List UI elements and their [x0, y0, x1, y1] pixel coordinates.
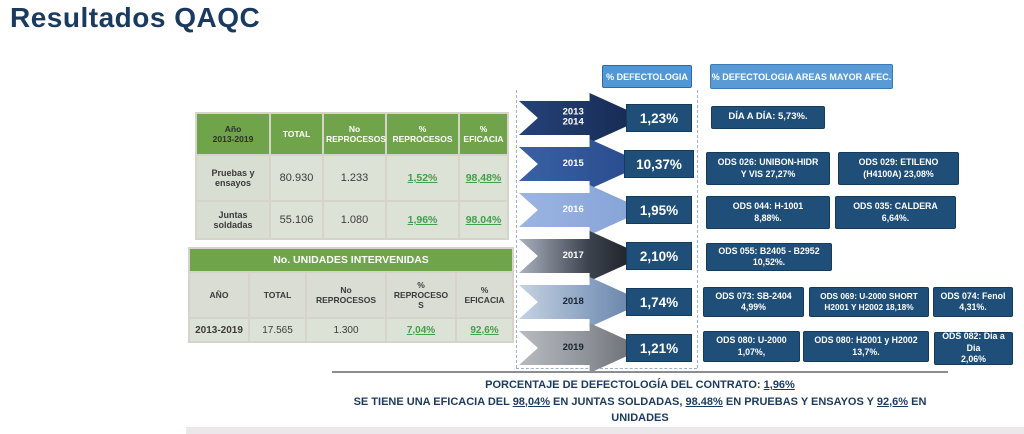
defectologia-value-2013-2014: 1,23% — [626, 104, 692, 132]
area-box-ods-035: ODS 035: CALDERA 6,64%. — [835, 196, 956, 229]
summary-underlined-value: 92,6% — [876, 395, 909, 408]
summary-line-2: SE TIENE UNA EFICACIA DEL 98,04% EN JUNT… — [334, 394, 946, 427]
dashed-separator-left — [516, 90, 517, 368]
dashed-separator-bottom — [516, 368, 697, 369]
area-box-ods-026: ODS 026: UNIBON-HIDR Y VIS 27,27% — [706, 152, 830, 185]
summary-text: EN PRUEBAS Y ENSAYOS Y — [722, 395, 877, 408]
page-title: Resultados QAQC — [10, 2, 261, 33]
area-box-text: DÍA A DÍA: 5,73%. — [728, 111, 808, 123]
defectologia-column-header: % DEFECTOLOGIA — [602, 65, 692, 88]
area-box-text: ODS 035: CALDERA 6,64%. — [853, 201, 938, 223]
areas-column-header: % DEFECTOLOGIA AREAS MAYOR AFEC. — [710, 64, 893, 89]
table1-header-total: TOTAL — [269, 112, 324, 156]
area-box-text: ODS 082: Dia a Dia 2,06% — [942, 331, 1005, 365]
summary-underlined-value: 98.48% — [685, 395, 723, 408]
area-box-dia-a-dia: DÍA A DÍA: 5,73%. — [711, 106, 825, 129]
table2-title: No. UNIDADES INTERVENIDAS — [187, 247, 515, 273]
bottom-divider-strip — [186, 427, 1024, 434]
summary-line-1: PORCENTAJE DE DEFECTOLOGÍA DEL CONTRATO:… — [334, 377, 946, 394]
table1-row2-pct-reprocesos: 1,96% — [385, 200, 460, 240]
table2-header-total: TOTAL — [248, 271, 307, 319]
table1-row1-label: Pruebas y ensayos — [195, 154, 271, 202]
table1-row1-total: 80.930 — [269, 154, 324, 202]
table2-row-total: 17.565 — [248, 317, 307, 343]
area-box-ods-055: ODS 055: B2405 - B2952 10,52%. — [706, 243, 832, 271]
area-box-text: ODS 074: Fenol 4,31%. — [940, 290, 1006, 312]
area-box-text: ODS 044: H-1001 8,88%. — [732, 201, 804, 223]
table1-header-pct-reprocesos: % REPROCESOS — [385, 112, 460, 156]
table2-header-pct-eficacia: % EFICACIA — [454, 271, 515, 319]
year-label: 2017 — [562, 249, 584, 261]
summary-underlined-value: 98,04% — [512, 395, 550, 408]
area-box-text: ODS 069: U-2000 SHORT H2001 Y H2002 18,1… — [820, 291, 918, 312]
table1-row2-pct-eficacia: 98.04% — [458, 200, 509, 240]
year-label: 2013 2014 — [562, 106, 584, 128]
table2-row-no-reprocesos: 1.300 — [305, 317, 387, 343]
area-box-ods-082: ODS 082: Dia a Dia 2,06% — [934, 331, 1013, 365]
defectologia-value-2019: 1,21% — [626, 334, 692, 362]
area-box-ods-044: ODS 044: H-1001 8,88%. — [706, 196, 830, 229]
summary-box: PORCENTAJE DE DEFECTOLOGÍA DEL CONTRATO:… — [332, 371, 948, 434]
summary-text: PORCENTAJE DE DEFECTOLOGÍA DEL CONTRATO: — [485, 379, 764, 391]
table-row: 2013-2019 17.565 1.300 7,04% 92,6% — [188, 317, 515, 343]
table1-row2-label: Juntas soldadas — [195, 200, 271, 240]
area-box-text: ODS 073: SB-2404 4,99% — [715, 290, 792, 312]
year-label: 2015 — [562, 157, 584, 169]
results-table-pruebas-juntas: Año 2013-2019 TOTAL No REPROCESOS % REPR… — [195, 112, 509, 240]
table1-row1-no-reprocesos: 1.233 — [322, 154, 387, 202]
defectologia-value-2018: 1,74% — [626, 288, 692, 316]
area-box-ods-080-u2000: ODS 080: U-2000 1,07%, — [703, 331, 800, 362]
area-box-text: ODS 080: U-2000 1,07%, — [716, 335, 787, 357]
area-box-ods-073: ODS 073: SB-2404 4,99% — [703, 287, 804, 317]
table-row: Pruebas y ensayos 80.930 1.233 1,52% 98,… — [195, 154, 509, 202]
summary-text: EN JUNTAS SOLDADAS, — [550, 395, 686, 408]
year-label: 2019 — [562, 341, 584, 353]
summary-text: SE TIENE UNA EFICACIA DEL — [353, 395, 513, 408]
table2-header-anio: AÑO — [188, 271, 250, 319]
summary-text: EN UNIDADES — [611, 395, 927, 425]
table1-row2-no-reprocesos: 1.080 — [322, 200, 387, 240]
defectologia-value-2017: 2,10% — [626, 242, 692, 270]
area-box-text: ODS 029: ETILENO (H4100A) 23,08% — [858, 157, 939, 179]
area-box-ods-029: ODS 029: ETILENO (H4100A) 23,08% — [838, 152, 959, 185]
table1-header-pct-eficacia: % EFICACIA — [458, 112, 509, 156]
table1-header-row: Año 2013-2019 TOTAL No REPROCESOS % REPR… — [195, 112, 509, 156]
dashed-separator-right — [697, 90, 698, 368]
area-box-ods-074: ODS 074: Fenol 4,31%. — [933, 287, 1013, 317]
year-label: 2018 — [562, 295, 584, 307]
table-row: Juntas soldadas 55.106 1.080 1,96% 98.04… — [195, 200, 509, 240]
table2-row-pct-reprocesos: 7,04% — [385, 317, 457, 343]
summary-underlined-value: 1,96% — [763, 379, 795, 391]
area-box-text: ODS 026: UNIBON-HIDR Y VIS 27,27% — [717, 157, 819, 179]
table1-row1-pct-eficacia: 98,48% — [458, 154, 509, 202]
table2-header-row: AÑO TOTAL No REPROCESOS % REPROCESO S % … — [188, 271, 515, 319]
area-box-text: ODS 055: B2405 - B2952 10,52%. — [718, 245, 820, 267]
table2-header-no-reprocesos: No REPROCESOS — [305, 271, 387, 319]
table2-title-row: No. UNIDADES INTERVENIDAS — [187, 247, 515, 273]
table2-row-pct-eficacia: 92,6% — [454, 317, 515, 343]
table2-header-pct-reprocesos: % REPROCESO S — [385, 271, 457, 319]
table2-row-anio: 2013-2019 — [188, 317, 250, 343]
area-box-ods-069: ODS 069: U-2000 SHORT H2001 Y H2002 18,1… — [809, 287, 929, 317]
area-box-text: ODS 080: H2001 y H2002 13,7%. — [814, 335, 918, 357]
unidades-intervenidas-table: No. UNIDADES INTERVENIDAS AÑO TOTAL No R… — [187, 247, 515, 343]
table1-header-anio: Año 2013-2019 — [195, 112, 271, 156]
defectologia-value-2015: 10,37% — [624, 150, 694, 178]
table1-header-no-reprocesos: No REPROCESOS — [322, 112, 387, 156]
area-box-ods-080-h2001: ODS 080: H2001 y H2002 13,7%. — [803, 331, 929, 362]
table1-row1-pct-reprocesos: 1,52% — [385, 154, 460, 202]
table1-row2-total: 55.106 — [269, 200, 324, 240]
defectologia-value-2016: 1,95% — [626, 196, 692, 224]
year-label: 2016 — [562, 203, 584, 215]
